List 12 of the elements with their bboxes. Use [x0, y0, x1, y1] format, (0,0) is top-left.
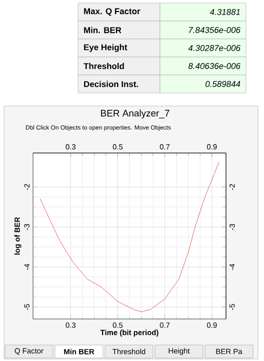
text: Max. Q Factor	[84, 8, 140, 16]
text: 0.589844	[206, 81, 240, 87]
chart-title: BER Analyzer_7	[101, 110, 170, 118]
text: 8.40636e-006	[188, 63, 240, 69]
text: 7.84356e-006	[189, 27, 240, 33]
line-series	[40, 162, 220, 312]
text: Decision Inst.	[84, 80, 138, 88]
text: 4.30287e-006	[188, 45, 240, 51]
text: Threshold	[84, 62, 124, 70]
text: Eye Height	[84, 44, 128, 52]
text: Min. BER	[84, 26, 122, 34]
text: 4.31881	[210, 9, 240, 15]
